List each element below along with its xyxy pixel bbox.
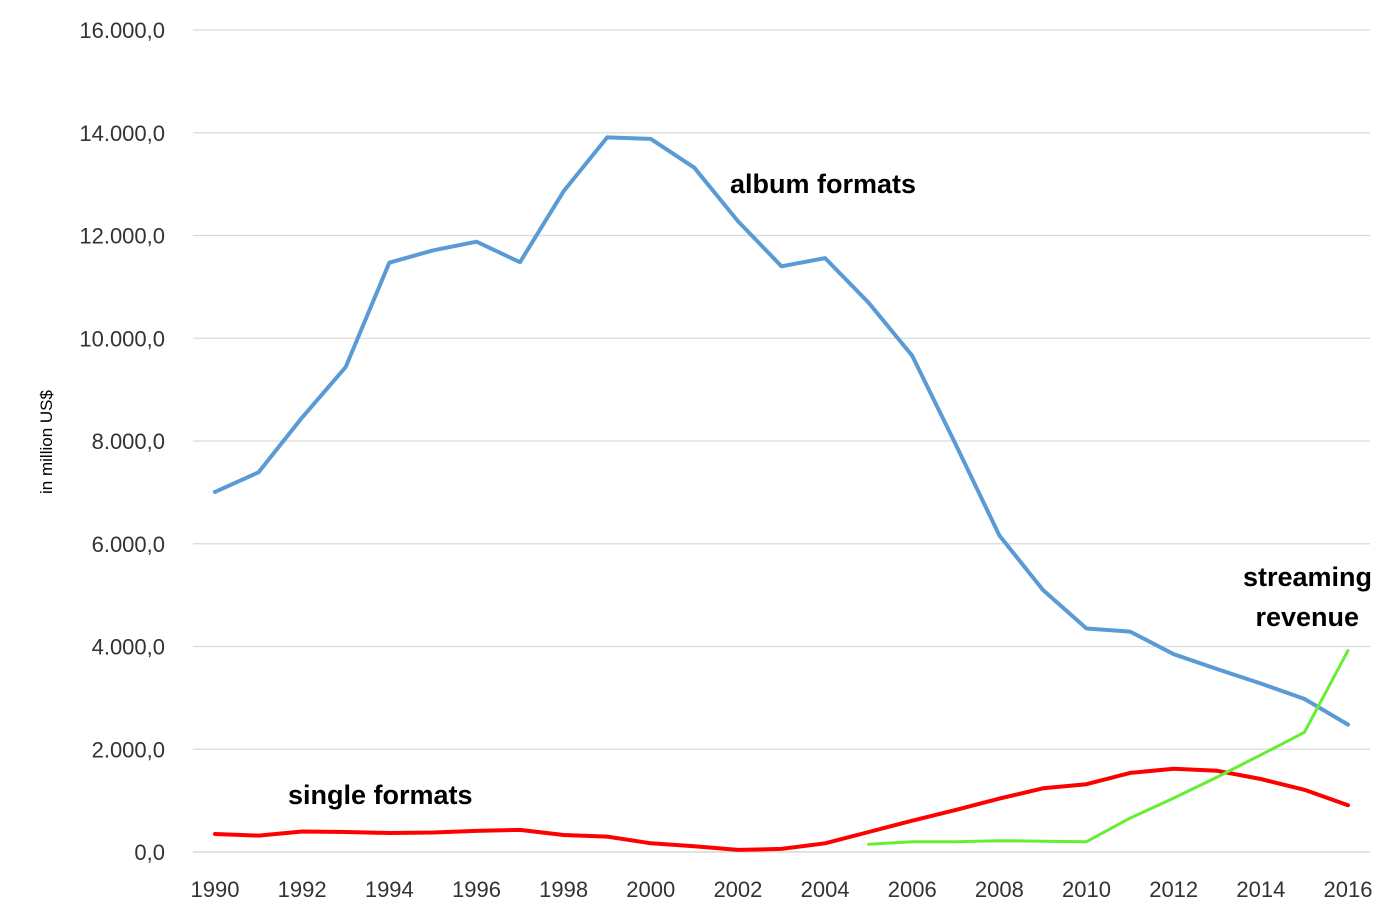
y-axis-label: in million US$ bbox=[37, 389, 56, 493]
x-axis-ticks: 1990 1992 1994 1996 1998 2000 2002 2004 2006 2008… bbox=[191, 877, 1373, 902]
annotation-streaming-revenue-line2: revenue bbox=[1255, 602, 1359, 632]
x-tick-label: 1990 bbox=[191, 877, 240, 902]
x-tick-label: 2010 bbox=[1062, 877, 1111, 902]
annotation-streaming-revenue-line1: streaming bbox=[1243, 562, 1372, 592]
x-tick-label: 1996 bbox=[452, 877, 501, 902]
x-tick-label: 2002 bbox=[713, 877, 762, 902]
series-line-streaming-revenue bbox=[867, 649, 1350, 846]
series-line-album-formats bbox=[213, 135, 1350, 727]
x-tick-label: 2012 bbox=[1149, 877, 1198, 902]
series-lines bbox=[213, 135, 1350, 852]
x-tick-label: 2004 bbox=[801, 877, 850, 902]
y-tick-label: 4.000,0 bbox=[92, 635, 165, 660]
x-tick-label: 2016 bbox=[1324, 877, 1373, 902]
x-tick-label: 1998 bbox=[539, 877, 588, 902]
x-tick-label: 2006 bbox=[888, 877, 937, 902]
y-tick-label: 16.000,0 bbox=[79, 18, 165, 43]
x-tick-label: 1992 bbox=[278, 877, 327, 902]
y-tick-label: 12.000,0 bbox=[79, 224, 165, 249]
y-tick-label: 8.000,0 bbox=[92, 429, 165, 454]
x-tick-label: 2000 bbox=[626, 877, 675, 902]
annotation-album-formats: album formats bbox=[730, 169, 916, 199]
grid-lines bbox=[193, 29, 1370, 853]
y-tick-label: 10.000,0 bbox=[79, 326, 165, 351]
y-tick-label: 2.000,0 bbox=[92, 737, 165, 762]
series-line-single-formats bbox=[213, 766, 1350, 852]
y-tick-label: 0,0 bbox=[134, 840, 165, 865]
y-tick-label: 6.000,0 bbox=[92, 532, 165, 557]
y-axis-ticks: 0,0 2.000,0 4.000,0 6.000,0 8.000,0 10.000,0 1… bbox=[79, 18, 165, 865]
annotation-single-formats: single formats bbox=[288, 780, 473, 810]
x-tick-label: 1994 bbox=[365, 877, 414, 902]
x-tick-label: 2014 bbox=[1236, 877, 1285, 902]
x-tick-label: 2008 bbox=[975, 877, 1024, 902]
y-tick-label: 14.000,0 bbox=[79, 121, 165, 146]
